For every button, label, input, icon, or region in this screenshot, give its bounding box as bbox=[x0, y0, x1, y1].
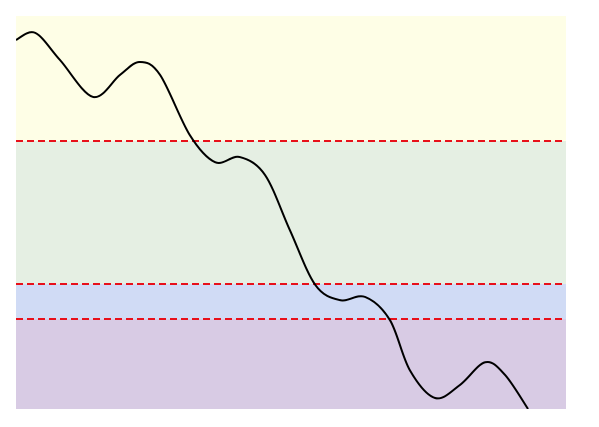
band bbox=[16, 140, 566, 285]
band bbox=[16, 319, 566, 409]
band bbox=[16, 284, 566, 320]
band bbox=[16, 16, 566, 141]
line bbox=[16, 31, 529, 409]
